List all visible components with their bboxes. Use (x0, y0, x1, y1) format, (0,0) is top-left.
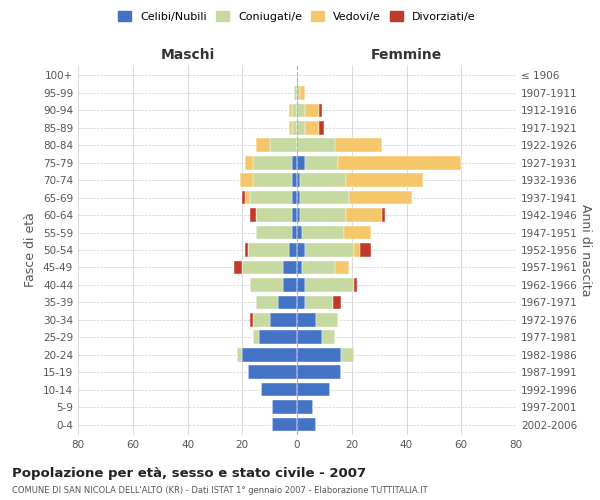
Bar (297, 400, 313, 414)
Bar (300, 174, 346, 187)
Bar (297, 383, 330, 396)
Bar (292, 208, 297, 222)
Bar (278, 296, 297, 309)
Bar (297, 208, 300, 222)
Bar (297, 121, 305, 134)
Bar (292, 121, 297, 134)
Bar (256, 296, 278, 309)
Bar (272, 400, 297, 414)
Bar (355, 278, 357, 291)
Bar (245, 156, 253, 170)
Text: COMUNE DI SAN NICOLA DELL'ALTO (KR) - Dati ISTAT 1° gennaio 2007 - Elaborazione : COMUNE DI SAN NICOLA DELL'ALTO (KR) - Da… (12, 486, 428, 495)
Bar (297, 366, 341, 379)
Bar (253, 313, 269, 326)
Bar (272, 418, 297, 432)
Bar (305, 243, 355, 257)
Bar (297, 313, 316, 326)
Bar (297, 156, 305, 170)
Bar (283, 278, 297, 291)
Bar (297, 226, 302, 239)
Bar (305, 156, 338, 170)
Bar (242, 348, 297, 362)
Bar (292, 156, 297, 170)
Bar (355, 243, 360, 257)
Bar (297, 418, 316, 432)
Bar (300, 208, 346, 222)
Bar (319, 104, 322, 117)
Bar (316, 313, 338, 326)
Bar (305, 278, 355, 291)
Bar (297, 104, 305, 117)
Bar (349, 191, 412, 204)
Bar (297, 260, 302, 274)
Bar (292, 191, 297, 204)
Bar (269, 313, 297, 326)
Text: Maschi: Maschi (160, 48, 215, 62)
Bar (297, 174, 300, 187)
Bar (245, 243, 248, 257)
Bar (346, 174, 423, 187)
Bar (256, 138, 269, 152)
Bar (297, 348, 341, 362)
Bar (292, 226, 297, 239)
Bar (242, 260, 283, 274)
Bar (297, 243, 305, 257)
Bar (262, 383, 297, 396)
Bar (253, 156, 292, 170)
Bar (256, 226, 292, 239)
Bar (344, 226, 371, 239)
Bar (245, 191, 250, 204)
Bar (256, 208, 292, 222)
Bar (335, 260, 349, 274)
Bar (332, 296, 341, 309)
Bar (302, 226, 344, 239)
Bar (250, 191, 292, 204)
Bar (297, 278, 305, 291)
Bar (250, 313, 253, 326)
Bar (289, 121, 292, 134)
Bar (297, 296, 305, 309)
Bar (250, 208, 256, 222)
Bar (300, 191, 349, 204)
Legend: Celibi/Nubili, Coniugati/e, Vedovi/e, Divorziati/e: Celibi/Nubili, Coniugati/e, Vedovi/e, Di… (118, 12, 476, 22)
Bar (248, 366, 297, 379)
Bar (305, 121, 319, 134)
Bar (346, 208, 382, 222)
Bar (253, 330, 259, 344)
Bar (382, 208, 385, 222)
Y-axis label: Fasce di età: Fasce di età (25, 212, 37, 288)
Bar (360, 243, 371, 257)
Bar (305, 296, 332, 309)
Bar (292, 104, 297, 117)
Bar (305, 104, 319, 117)
Bar (237, 348, 242, 362)
Bar (283, 260, 297, 274)
Bar (289, 243, 297, 257)
Y-axis label: Anni di nascita: Anni di nascita (578, 204, 592, 296)
Bar (341, 348, 355, 362)
Bar (297, 86, 300, 100)
Bar (297, 138, 335, 152)
Bar (294, 86, 297, 100)
Bar (242, 191, 245, 204)
Bar (338, 156, 461, 170)
Text: Femmine: Femmine (371, 48, 442, 62)
Bar (239, 174, 253, 187)
Bar (259, 330, 297, 344)
Bar (302, 260, 335, 274)
Bar (335, 138, 382, 152)
Bar (253, 174, 292, 187)
Bar (289, 104, 292, 117)
Bar (248, 243, 289, 257)
Bar (319, 121, 325, 134)
Bar (250, 278, 283, 291)
Bar (234, 260, 242, 274)
Bar (300, 86, 305, 100)
Bar (269, 138, 297, 152)
Bar (297, 191, 300, 204)
Bar (322, 330, 335, 344)
Bar (297, 330, 322, 344)
Text: Popolazione per età, sesso e stato civile - 2007: Popolazione per età, sesso e stato civil… (12, 468, 366, 480)
Bar (292, 174, 297, 187)
